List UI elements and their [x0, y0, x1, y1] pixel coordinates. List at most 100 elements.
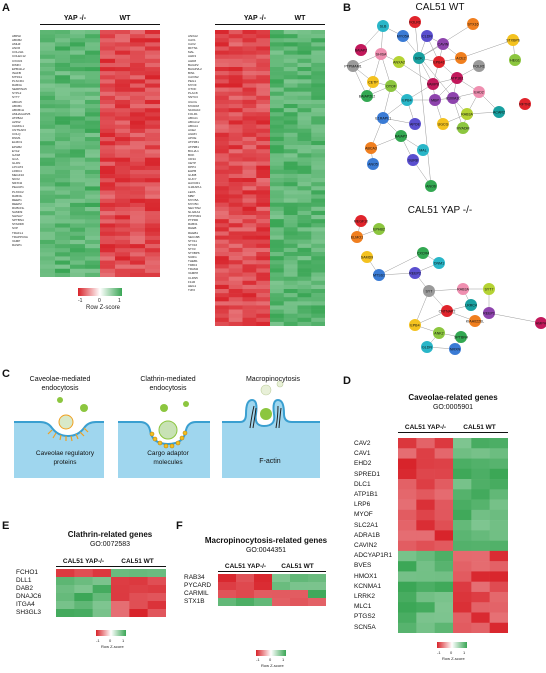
- heatmap-cell: [115, 42, 131, 47]
- heatmap-cell: [55, 256, 71, 261]
- heatmap-cell: [130, 227, 146, 233]
- gene-label: GLDN: [12, 160, 21, 165]
- gene-label: ITGA4: [16, 601, 35, 608]
- heatmap-cell: [85, 268, 101, 274]
- heatmap-cell: [297, 206, 312, 212]
- heatmap-cell: [130, 153, 146, 158]
- heatmap-cell: [145, 95, 160, 101]
- heatmap-cell: [297, 120, 312, 125]
- heatmap-cell: [297, 34, 312, 39]
- heatmap-cell: [270, 46, 285, 51]
- heatmap-cell: [256, 38, 271, 43]
- heatmap-cell: [416, 602, 435, 613]
- network-node: [457, 122, 469, 134]
- heatmap-cell: [270, 91, 285, 97]
- heatmap-cell: [40, 75, 56, 80]
- heatmap-cell: [283, 272, 298, 277]
- heatmap-cell: [115, 260, 131, 265]
- heatmap-cell: [145, 182, 160, 187]
- gene-label: STARD8: [12, 222, 24, 227]
- heatmap-cell: [70, 67, 86, 72]
- heatmap-cell: [215, 75, 230, 80]
- heatmap-cell: [55, 174, 71, 179]
- heatmap-cell: [256, 276, 271, 282]
- heatmap-cell: [215, 198, 230, 203]
- network-node: [413, 52, 425, 64]
- heatmap-cell: [254, 590, 273, 599]
- heatmap-cell: [242, 260, 257, 265]
- gene-label: ANO6: [12, 46, 21, 51]
- network-node-label: ATP1B1: [450, 77, 463, 81]
- heatmap-cell: [270, 239, 285, 245]
- heatmap-cell: [100, 268, 116, 274]
- heatmap-cell: [434, 509, 454, 521]
- gene-label: CD34: [188, 156, 196, 161]
- heatmap-a-left-header-line: [40, 24, 160, 25]
- heatmap-cell: [283, 202, 298, 208]
- heatmap-cell: [311, 67, 325, 72]
- heatmap-cell: [92, 577, 112, 586]
- heatmap-cell: [311, 280, 325, 286]
- heatmap-cell: [100, 34, 116, 39]
- heatmap-cell: [256, 54, 271, 60]
- network-node-label: MYADM: [456, 127, 469, 131]
- network-node: [473, 60, 485, 72]
- heatmap-cell: [270, 145, 285, 150]
- heatmap-cell: [70, 244, 86, 249]
- network-node-label: EPB4: [410, 324, 419, 328]
- heatmap-cell: [130, 169, 146, 175]
- network-edge: [398, 61, 434, 85]
- heatmap-cell: [236, 598, 255, 606]
- heatmap-cell: [145, 248, 160, 253]
- network-node-label: RAB3A: [457, 288, 469, 292]
- heatmap-cell: [242, 87, 257, 92]
- heatmap-cell: [40, 239, 56, 245]
- heatmap-cell: [228, 202, 243, 208]
- heatmap-cell: [85, 161, 101, 167]
- heatmap-cell: [40, 149, 56, 154]
- heatmap-cell: [215, 305, 230, 310]
- heatmap-cell: [100, 95, 116, 101]
- heatmap-cell: [92, 609, 112, 617]
- heatmap-cell: [115, 54, 131, 60]
- heatmap-cell: [228, 252, 243, 257]
- heatmap-cell: [215, 317, 230, 323]
- heatmap-cell: [242, 58, 257, 64]
- heatmap-cell: [228, 132, 243, 138]
- heatmap-cell: [215, 231, 230, 236]
- legend-d-tick-neg: -1: [437, 650, 441, 655]
- gene-label: AHD3: [188, 54, 197, 59]
- heatmap-cell: [416, 612, 435, 624]
- gene-label: DAB2: [16, 585, 33, 592]
- heatmap-cell: [215, 223, 230, 228]
- gene-label: PITPNM1: [188, 214, 202, 219]
- heatmap-cell: [85, 120, 101, 125]
- heatmap-cell: [130, 202, 146, 208]
- heatmap-cell: [100, 124, 116, 130]
- heatmap-cell: [228, 50, 243, 55]
- heatmap-cell: [145, 99, 160, 105]
- heatmap-cell: [270, 247, 285, 253]
- heatmap-cell: [85, 157, 101, 163]
- legend-e-colorbar: [96, 630, 126, 636]
- heatmap-cell: [489, 489, 508, 500]
- heatmap-cell: [130, 91, 146, 97]
- heatmap-cell: [311, 91, 325, 97]
- heatmap-cell: [283, 108, 298, 113]
- heatmap-cell: [70, 161, 86, 167]
- heatmap-cell: [311, 301, 325, 306]
- heatmap-cell: [145, 108, 160, 113]
- heatmap-cell: [215, 293, 230, 298]
- heatmap-cell: [283, 260, 298, 265]
- heatmap-cell: [242, 289, 257, 294]
- heatmap-cell: [242, 243, 257, 249]
- heatmap-cell: [85, 141, 101, 146]
- heatmap-cell: [297, 178, 312, 183]
- heatmap-cell: [115, 239, 131, 245]
- heatmap-cell: [242, 83, 257, 88]
- heatmap-cell: [297, 157, 312, 162]
- heatmap-cell: [70, 132, 86, 138]
- heatmap-cell: [242, 321, 257, 326]
- network-node: [355, 44, 367, 56]
- network-node-label: EHD2: [474, 91, 484, 95]
